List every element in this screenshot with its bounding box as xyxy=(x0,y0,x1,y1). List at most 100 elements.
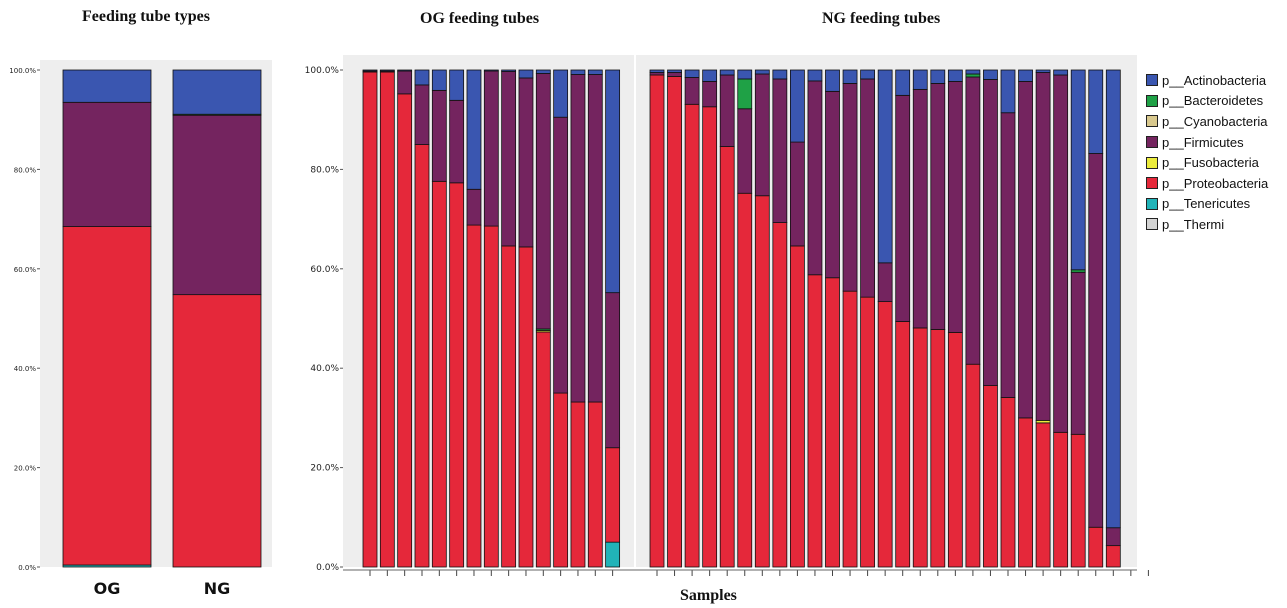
bar-segment-2-10-proteobacteria xyxy=(825,277,840,568)
bar-segment-2-26-firmicutes xyxy=(1105,527,1121,547)
bar-segment-2-23-firmicutes xyxy=(1053,74,1069,433)
bar-segment-2-4-firmicutes xyxy=(719,74,735,147)
bar-segment-2-10-firmicutes xyxy=(825,90,840,279)
legend-item-proteobacteria: p__Proteobacteria xyxy=(1146,173,1268,194)
bar-segment-2-21-firmicutes xyxy=(1018,81,1033,419)
bar-segment-1-4-actinobacteria xyxy=(431,69,447,91)
bar-segment-2-3-proteobacteria xyxy=(702,106,718,568)
bar-segment-2-2-actinobacteria xyxy=(684,69,700,78)
bar-segment-2-15-firmicutes xyxy=(912,88,928,329)
bar-segment-2-13-firmicutes xyxy=(877,262,893,303)
bar-segment-0-1-proteobacteria xyxy=(172,294,262,568)
bar-segment-2-8-actinobacteria xyxy=(790,69,805,143)
x-axis-label-samples: Samples xyxy=(680,587,737,604)
y-tick-label-0-2: 40.0% xyxy=(14,365,37,373)
legend-item-firmicutes: p__Firmicutes xyxy=(1146,132,1268,153)
bar-segment-1-5-proteobacteria xyxy=(449,182,465,568)
legend-swatch-thermi xyxy=(1146,218,1158,231)
bar-segment-2-25-proteobacteria xyxy=(1088,526,1104,568)
y-tick-label-1-5: 100.0% xyxy=(305,66,340,76)
y-tick-label-1-3: 60.0% xyxy=(310,265,339,275)
bar-segment-2-7-firmicutes xyxy=(772,78,788,223)
bar-segment-1-0-proteobacteria xyxy=(362,71,378,568)
legend-item-fusobacteria: p__Fusobacteria xyxy=(1146,152,1268,173)
bar-segment-1-4-firmicutes xyxy=(431,89,447,182)
bar-segment-2-15-proteobacteria xyxy=(912,327,928,568)
x-category-label-og: OG xyxy=(94,579,121,598)
bar-segment-1-8-firmicutes xyxy=(501,71,517,247)
bar-segment-1-5-firmicutes xyxy=(449,99,465,184)
bar-segment-0-0-actinobacteria xyxy=(62,69,152,103)
bar-segment-1-4-proteobacteria xyxy=(431,180,447,568)
legend-label-fusobacteria: p__Fusobacteria xyxy=(1162,155,1259,171)
bar-segment-0-0-firmicutes xyxy=(62,101,152,227)
bar-segment-1-12-proteobacteria xyxy=(570,401,586,568)
bar-segment-2-14-firmicutes xyxy=(895,94,911,322)
bar-segment-2-23-actinobacteria xyxy=(1053,69,1069,76)
bar-segment-1-3-firmicutes xyxy=(414,84,430,145)
bar-segment-1-6-actinobacteria xyxy=(466,69,482,190)
bar-segment-2-0-actinobacteria xyxy=(649,69,665,73)
bar-segment-2-0-proteobacteria xyxy=(649,74,665,568)
bar-segment-2-14-proteobacteria xyxy=(895,321,911,568)
bar-segment-2-9-actinobacteria xyxy=(807,69,823,82)
bar-segment-1-0-actinobacteria xyxy=(362,69,378,72)
legend-label-proteobacteria: p__Proteobacteria xyxy=(1162,175,1269,191)
bar-segment-2-18-bacteroidetes xyxy=(965,73,981,78)
bar-segment-2-23-proteobacteria xyxy=(1053,431,1069,568)
legend: p__Actinobacteria p__Bacteroidetes p__Cyan… xyxy=(1146,70,1268,235)
bar-segment-2-21-actinobacteria xyxy=(1018,69,1033,82)
bar-segment-1-13-proteobacteria xyxy=(587,401,603,568)
bar-segment-2-12-proteobacteria xyxy=(860,296,875,568)
bar-segment-2-17-proteobacteria xyxy=(947,332,963,568)
bar-segment-0-1-firmicutes xyxy=(172,114,262,296)
y-tick-label-0-4: 80.0% xyxy=(14,166,37,174)
bar-segment-0-1-actinobacteria xyxy=(172,69,262,115)
bar-segment-2-5-firmicutes xyxy=(737,108,753,194)
bar-segment-1-12-actinobacteria xyxy=(570,69,586,75)
bar-segment-1-14-firmicutes xyxy=(605,292,621,449)
legend-item-actinobacteria: p__Actinobacteria xyxy=(1146,70,1268,91)
legend-item-thermi: p__Thermi xyxy=(1146,214,1268,235)
bar-segment-1-8-proteobacteria xyxy=(501,245,517,568)
bar-segment-2-12-firmicutes xyxy=(860,78,875,298)
bar-segment-2-17-actinobacteria xyxy=(947,69,963,82)
bar-segment-2-1-proteobacteria xyxy=(667,76,682,568)
y-tick-label-0-5: 100.0% xyxy=(9,67,36,75)
bar-segment-2-11-firmicutes xyxy=(842,83,858,292)
legend-label-firmicutes: p__Firmicutes xyxy=(1162,134,1244,150)
bar-segment-2-1-actinobacteria xyxy=(667,69,682,73)
bar-segment-2-1-firmicutes xyxy=(667,72,682,77)
bar-segment-2-5-proteobacteria xyxy=(737,192,753,568)
bar-segment-2-2-firmicutes xyxy=(684,77,700,105)
bar-segment-1-7-firmicutes xyxy=(483,70,499,227)
bar-segment-2-22-proteobacteria xyxy=(1035,422,1051,568)
y-tick-label-0-0: 0.0% xyxy=(18,564,36,572)
legend-swatch-proteobacteria xyxy=(1146,177,1158,190)
bar-segment-2-20-proteobacteria xyxy=(1000,397,1016,568)
legend-item-bacteroidetes: p__Bacteroidetes xyxy=(1146,91,1268,112)
bar-segment-1-2-firmicutes xyxy=(397,70,413,95)
bar-segment-2-16-actinobacteria xyxy=(930,69,946,84)
bar-segment-1-10-proteobacteria xyxy=(535,331,551,568)
bar-segment-2-16-proteobacteria xyxy=(930,329,946,568)
bar-segment-2-13-proteobacteria xyxy=(877,301,893,568)
bar-segment-1-10-actinobacteria xyxy=(535,69,551,74)
bar-segment-1-2-proteobacteria xyxy=(397,93,413,568)
bar-segment-2-24-actinobacteria xyxy=(1070,69,1086,271)
bar-segment-1-14-tenericutes xyxy=(605,541,621,568)
bar-segment-2-9-proteobacteria xyxy=(807,274,823,568)
bar-segment-1-7-proteobacteria xyxy=(483,225,499,568)
bar-segment-1-11-firmicutes xyxy=(553,116,569,394)
bar-segment-2-11-actinobacteria xyxy=(842,69,858,84)
y-tick-label-1-4: 80.0% xyxy=(310,165,339,175)
bar-segment-2-15-actinobacteria xyxy=(912,69,928,90)
bar-segment-2-8-firmicutes xyxy=(790,141,805,247)
bar-segment-2-3-firmicutes xyxy=(702,81,718,108)
bar-segment-2-21-proteobacteria xyxy=(1018,417,1033,568)
bar-segment-2-7-actinobacteria xyxy=(772,69,788,80)
legend-label-bacteroidetes: p__Bacteroidetes xyxy=(1162,93,1264,109)
legend-label-cyanobacteria: p__Cyanobacteria xyxy=(1162,113,1268,129)
panel-title-ng-feeding-tubes: NG feeding tubes xyxy=(822,10,941,27)
